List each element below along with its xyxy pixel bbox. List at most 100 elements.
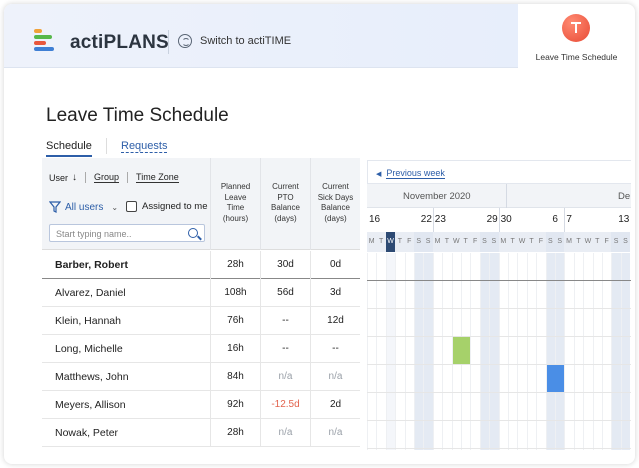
table-row[interactable]: Meyers, Allison 92h -12.5d 2d <box>42 391 360 419</box>
switch-icon <box>178 34 192 48</box>
table-row[interactable]: Matthews, John 84h n/a n/a <box>42 363 360 391</box>
week-divider <box>498 208 500 232</box>
day-letter: S <box>620 232 631 252</box>
planned-cell: 76h <box>210 307 260 335</box>
table-row[interactable]: Barber, Robert 28h 30d 0d <box>42 251 360 279</box>
module-leave-time-schedule[interactable]: Leave Time Schedule <box>518 4 635 68</box>
day-column[interactable] <box>592 253 602 450</box>
search-icon[interactable] <box>188 228 198 238</box>
header-line: Current <box>272 182 299 191</box>
sick-cell: n/a <box>310 419 360 447</box>
day-letter: S <box>479 232 490 252</box>
sort-divider <box>127 172 129 183</box>
header-line: PTO <box>277 192 294 202</box>
user-name[interactable]: Alvarez, Daniel <box>55 287 126 299</box>
day-column[interactable] <box>451 253 461 450</box>
day-column[interactable] <box>489 253 499 450</box>
day-column[interactable] <box>545 253 555 450</box>
checkbox-box[interactable] <box>126 201 137 212</box>
sick-cell: 0d <box>310 251 360 279</box>
day-column[interactable] <box>573 253 583 450</box>
sort-arrow-icon[interactable]: ↓ <box>72 172 78 183</box>
header-line: Balance <box>321 203 350 212</box>
day-column[interactable] <box>602 253 611 450</box>
tab-requests[interactable]: Requests <box>121 140 168 153</box>
day-column[interactable] <box>432 253 442 450</box>
day-column[interactable] <box>414 253 424 450</box>
day-column[interactable] <box>404 253 414 450</box>
table-row[interactable]: Klein, Hannah 76h -- 12d <box>42 307 360 335</box>
user-name[interactable]: Long, Michelle <box>55 343 123 355</box>
planned-cell: 28h <box>210 419 260 447</box>
day-column[interactable] <box>470 253 479 450</box>
week-end-date: 22 <box>420 214 432 225</box>
day-column[interactable] <box>583 253 592 450</box>
day-column[interactable] <box>526 253 536 450</box>
day-letter: F <box>602 232 612 252</box>
week-header: 16 22 23 29 30 6 7 13 <box>367 208 631 232</box>
planned-cell: 92h <box>210 391 260 419</box>
switch-product-link[interactable]: Switch to actiTIME <box>178 34 291 48</box>
day-column[interactable] <box>442 253 451 450</box>
users-grid: User ↓ Group Time Zone All users ⌄ Assig… <box>42 158 360 447</box>
sort-divider <box>85 172 87 183</box>
month-label: De <box>618 191 631 202</box>
sort-timezone[interactable]: Time Zone <box>136 172 179 183</box>
row-divider <box>367 364 631 365</box>
user-scope-dropdown[interactable]: All users ⌄ <box>49 201 118 213</box>
assigned-to-me-checkbox[interactable]: Assigned to me <box>126 201 207 212</box>
filter-icon <box>49 201 61 213</box>
day-column[interactable] <box>376 253 385 450</box>
leave-block[interactable] <box>546 365 565 392</box>
user-name[interactable]: Barber, Robert <box>55 259 128 271</box>
planned-cell: 16h <box>210 335 260 363</box>
user-name[interactable]: Klein, Hannah <box>55 315 121 327</box>
pto-cell: -- <box>260 335 310 363</box>
app-name[interactable]: actiPLANS <box>70 32 169 53</box>
sick-cell: 2d <box>310 391 360 419</box>
user-name[interactable]: Matthews, John <box>55 371 129 383</box>
day-letter: T <box>508 232 518 252</box>
day-letter: S <box>414 232 424 252</box>
pto-cell: n/a <box>260 419 310 447</box>
day-column[interactable] <box>367 253 376 450</box>
planned-cell: 108h <box>210 279 260 307</box>
day-letter: T <box>526 232 537 252</box>
week-divider <box>432 208 434 232</box>
week-divider <box>564 208 566 232</box>
pto-cell: -- <box>260 307 310 335</box>
table-row[interactable]: Nowak, Peter 28h n/a n/a <box>42 419 360 447</box>
day-column[interactable] <box>508 253 517 450</box>
day-column[interactable] <box>479 253 490 450</box>
week-end-date: 13 <box>618 214 630 225</box>
day-column[interactable] <box>620 253 631 450</box>
day-column[interactable] <box>564 253 573 450</box>
sort-user[interactable]: User <box>49 172 69 183</box>
sort-group[interactable]: Group <box>94 172 120 183</box>
header-line: Balance <box>271 203 300 212</box>
search-input[interactable]: Start typing name.. <box>49 224 205 242</box>
day-column[interactable] <box>536 253 545 450</box>
header-line: (hours) <box>222 213 249 223</box>
previous-week-link[interactable]: ◀ Previous week <box>376 168 445 179</box>
tab-schedule[interactable]: Schedule <box>46 140 92 157</box>
header-line: (days) <box>324 213 347 223</box>
previous-week-label: Previous week <box>386 168 445 179</box>
planned-cell: 84h <box>210 363 260 391</box>
top-bar: actiPLANS Switch to actiTIME <box>4 4 518 68</box>
day-column[interactable] <box>395 253 404 450</box>
user-name[interactable]: Meyers, Allison <box>55 399 126 411</box>
day-column[interactable] <box>517 253 526 450</box>
day-column[interactable] <box>498 253 508 450</box>
day-letter: M <box>432 232 443 252</box>
table-row[interactable]: Long, Michelle 16h -- -- <box>42 335 360 363</box>
day-column[interactable] <box>611 253 621 450</box>
day-column[interactable] <box>385 253 396 450</box>
leave-block[interactable] <box>452 337 471 364</box>
day-letter: T <box>376 232 386 252</box>
day-column[interactable] <box>555 253 565 450</box>
table-row[interactable]: Alvarez, Daniel 108h 56d 3d <box>42 279 360 307</box>
day-letter: S <box>489 232 499 252</box>
user-name[interactable]: Nowak, Peter <box>55 427 119 439</box>
day-column[interactable] <box>423 253 433 450</box>
